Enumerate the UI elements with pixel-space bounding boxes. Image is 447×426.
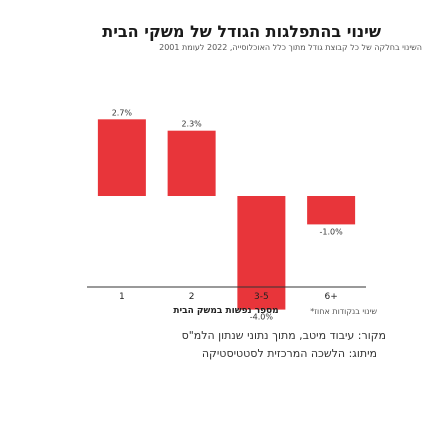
x-axis-title: מספר נפשות במשק הבית <box>173 306 278 316</box>
note-text: שינוי בנקודות אחוז* <box>310 307 377 316</box>
x-tick-label: 6+ <box>324 292 337 302</box>
source-text: מקור: עיבוד מיטב, מתוך נתוני שנתון הלמ"ס <box>181 329 386 342</box>
bar-6+ <box>307 196 356 225</box>
x-tick-label: 3-5 <box>254 292 269 302</box>
data-label-3-5: -4.0% <box>250 313 274 322</box>
bar-1 <box>97 119 146 196</box>
data-label-1: 2.7% <box>112 108 133 117</box>
bar-3-5 <box>237 196 286 310</box>
x-tick-label: 2 <box>189 292 195 302</box>
data-label-2: 2.3% <box>181 120 202 129</box>
footnote-text: מיתוג: הלשכה המרכזית לסטטיסטיקה <box>201 347 377 360</box>
data-label-6+: -1.0% <box>320 227 344 236</box>
chart-subtitle: השינוי בחלקה של כל קבוצת גודל מתוך כלל ה… <box>159 43 422 52</box>
bar-2 <box>167 130 216 196</box>
chart-title: שינוי בהתפלגות הגודל של משקי הבית <box>102 22 381 41</box>
x-tick-label: 1 <box>119 292 125 302</box>
